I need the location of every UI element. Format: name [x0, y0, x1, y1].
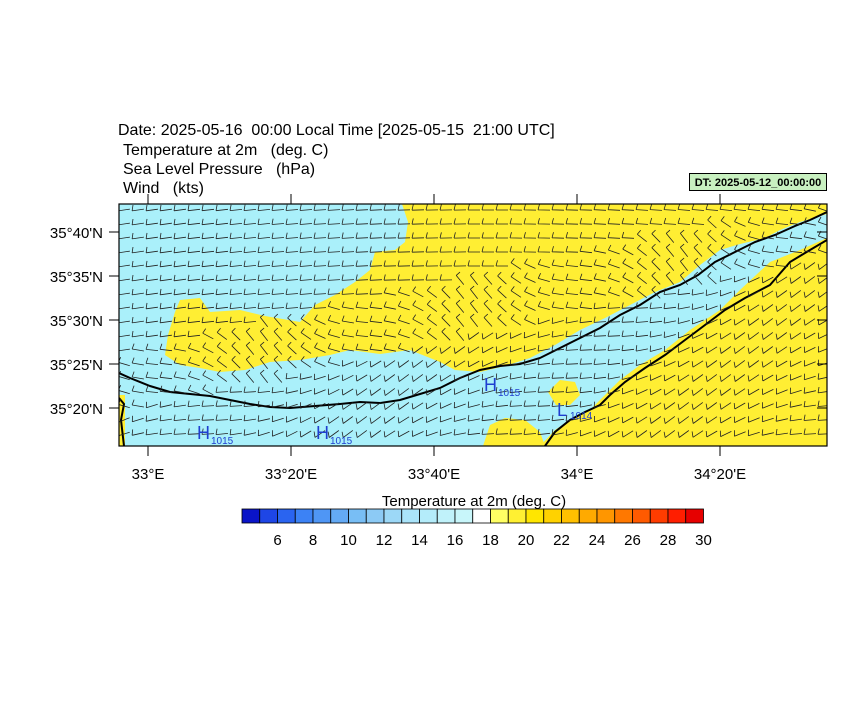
colorbar-swatch: [401, 508, 420, 524]
colorbar-swatch: [277, 508, 296, 524]
colorbar-swatch: [312, 508, 332, 524]
colorbar-title: Temperature at 2m (deg. C): [382, 493, 566, 510]
colorbar-swatch: [525, 508, 545, 524]
colorbar-swatch: [578, 508, 598, 524]
colorbar-swatch: [507, 508, 527, 524]
lon-label: 33°E: [132, 466, 165, 483]
svg-text:L: L: [557, 400, 567, 420]
lat-label: 35°30'N: [50, 313, 103, 330]
colorbar-swatch: [649, 508, 669, 524]
colorbar-swatch: [614, 508, 633, 524]
map-date-title: Date: 2025-05-16 00:00 Local Time [2025-…: [118, 122, 555, 139]
colorbar-swatch: [685, 508, 704, 524]
map-area: H 1015 H 1015 H 1015 L 1014: [119, 204, 827, 447]
pressure-high-1: H 1015: [197, 423, 234, 447]
pressure-high-2: H 1015: [316, 423, 353, 447]
coastline-north: [119, 211, 827, 410]
lon-label: 33°40'E: [408, 466, 460, 483]
colorbar-swatch: [365, 508, 385, 524]
lat-label: 35°40'N: [50, 225, 103, 242]
pressure-high-3: H 1015: [484, 375, 521, 399]
colorbar-tick-label: 8: [309, 532, 317, 549]
colorbar-tick-label: 12: [376, 532, 393, 549]
colorbar-tick-label: 26: [624, 532, 641, 549]
svg-text:H: H: [316, 423, 329, 443]
svg-text:1014: 1014: [570, 411, 593, 422]
lat-label: 35°20'N: [50, 401, 103, 418]
svg-text:H: H: [484, 375, 497, 395]
warm-patch-south: [483, 418, 545, 446]
colorbar-labels: 6 8 10 12 14 16 18 20 22 24 26 28 30: [273, 532, 712, 549]
colorbar-tick-label: 24: [589, 532, 606, 549]
svg-text:1015: 1015: [330, 436, 353, 447]
colorbar-tick-label: 6: [273, 532, 281, 549]
colorbar-swatch: [596, 508, 616, 524]
colorbar-tick-label: 22: [553, 532, 570, 549]
colorbar-swatch: [561, 508, 580, 524]
field-label-temperature: Temperature at 2m (deg. C): [123, 142, 329, 159]
pressure-low-1: L 1014: [557, 400, 593, 422]
svg-text:H: H: [197, 423, 210, 443]
lat-label: 35°35'N: [50, 269, 103, 286]
colorbar-swatch: [330, 508, 349, 524]
colorbar-tick-label: 14: [411, 532, 428, 549]
wind-barbs: [119, 204, 827, 438]
colorbar-swatch: [454, 508, 474, 524]
colorbar-swatch: [241, 508, 261, 524]
coastline-south: [544, 239, 827, 446]
colorbar-swatch: [543, 508, 562, 524]
colorbar-tick-label: 28: [660, 532, 677, 549]
dt-badge: DT: 2025-05-12_00:00:00: [689, 173, 827, 191]
colorbar-tick-label: 16: [447, 532, 464, 549]
colorbar-tick-label: 18: [482, 532, 499, 549]
colorbar: [241, 508, 704, 524]
colorbar-swatch: [632, 508, 651, 524]
colorbar-swatch: [436, 508, 456, 524]
colorbar-swatch: [383, 508, 403, 524]
colorbar-swatch: [259, 508, 278, 524]
field-label-wind: Wind (kts): [123, 180, 204, 197]
colorbar-swatch: [419, 508, 438, 524]
colorbar-swatch: [348, 508, 367, 524]
lat-label: 35°25'N: [50, 357, 103, 374]
lat-axis: [109, 231, 827, 409]
lon-label: 34°20'E: [694, 466, 746, 483]
coastline-west: [119, 397, 126, 446]
map-frame: [118, 203, 828, 447]
lon-label: 33°20'E: [265, 466, 317, 483]
lon-label: 34°E: [561, 466, 594, 483]
wind-barb-field: [119, 204, 827, 438]
colorbar-swatch: [472, 508, 491, 524]
colorbar-swatch: [294, 508, 314, 524]
field-label-pressure: Sea Level Pressure (hPa): [123, 161, 316, 178]
colorbar-swatch: [490, 508, 509, 524]
colorbar-swatch: [667, 508, 687, 524]
colorbar-tick-label: 30: [695, 532, 712, 549]
colorbar-tick-label: 10: [340, 532, 357, 549]
colorbar-tick-label: 20: [518, 532, 535, 549]
svg-text:1015: 1015: [211, 436, 234, 447]
warm-patch-bay: [548, 380, 580, 405]
svg-text:1015: 1015: [498, 388, 521, 399]
lon-axis: [147, 194, 721, 456]
